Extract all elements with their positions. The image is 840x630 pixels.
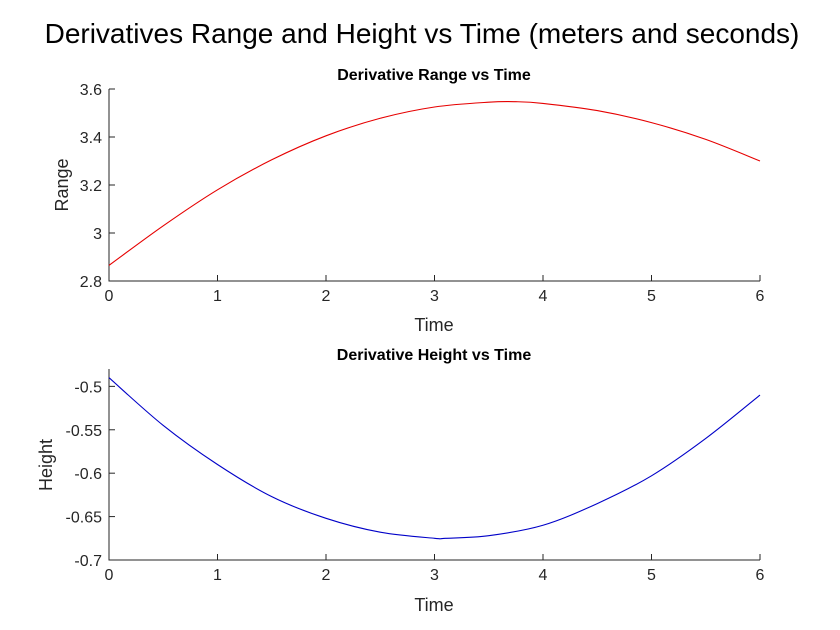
range-y-tick-label: 3.4 xyxy=(80,130,102,147)
height-x-axis-label: Time xyxy=(414,595,453,615)
range-y-tick-label: 2.8 xyxy=(80,274,102,291)
range-x-axis-label: Time xyxy=(414,315,453,335)
range-plot-title: Derivative Range vs Time xyxy=(337,67,531,84)
height-plot-title: Derivative Height vs Time xyxy=(337,347,532,364)
height-x-tick-label: 2 xyxy=(322,567,331,584)
height-y-tick-label: -0.65 xyxy=(66,510,103,527)
height-x-tick-label: 1 xyxy=(213,567,222,584)
height-y-axis-label: Height xyxy=(36,439,56,491)
range-y-axis-label: Range xyxy=(52,158,72,211)
height-y-tick-label: -0.55 xyxy=(66,423,103,440)
height-x-tick-label: 3 xyxy=(430,567,439,584)
height-plot: Derivative Height vs Time Time Height 0 1… xyxy=(36,347,765,615)
range-x-tick-label: 2 xyxy=(322,288,331,305)
height-x-tick-label: 0 xyxy=(105,567,114,584)
range-x-tick-label: 5 xyxy=(647,288,656,305)
range-series-line xyxy=(108,101,761,266)
height-x-tick-label: 5 xyxy=(647,567,656,584)
range-y-tick-label: 3 xyxy=(93,226,102,243)
height-series-line xyxy=(108,377,761,540)
range-x-tick-label: 1 xyxy=(213,288,222,305)
range-x-tick-label: 4 xyxy=(539,288,548,305)
height-x-tick-label: 6 xyxy=(756,567,765,584)
range-plot: Derivative Range vs Time Time Range 0 1 2 3… xyxy=(52,67,765,335)
height-y-tick-label: -0.5 xyxy=(74,379,102,396)
height-x-tick-label: 4 xyxy=(539,567,548,584)
height-y-tick-label: -0.7 xyxy=(74,553,102,570)
height-y-tick-label: -0.6 xyxy=(74,466,102,483)
range-x-tick-label: 0 xyxy=(105,288,114,305)
range-y-tick-label: 3.2 xyxy=(80,178,102,195)
figure-title: Derivatives Range and Height vs Time (me… xyxy=(45,18,800,49)
range-x-tick-label: 6 xyxy=(756,288,765,305)
range-x-tick-label: 3 xyxy=(430,288,439,305)
range-y-tick-label: 3.6 xyxy=(80,82,102,99)
